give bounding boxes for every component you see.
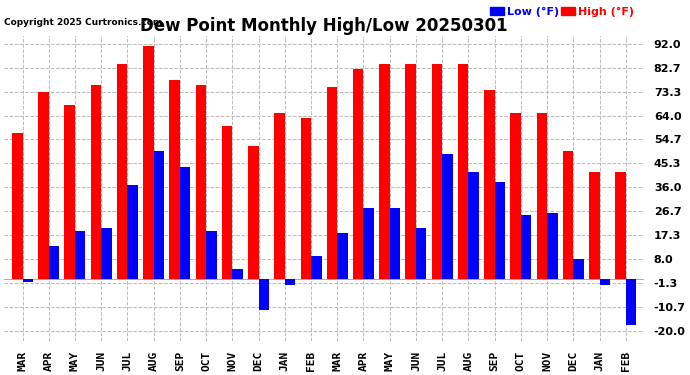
Bar: [626, 279, 636, 326]
Bar: [573, 259, 584, 279]
Bar: [90, 85, 101, 279]
Bar: [12, 134, 23, 279]
Bar: [117, 64, 128, 279]
Bar: [469, 172, 479, 279]
Bar: [311, 256, 322, 279]
Bar: [275, 113, 285, 279]
Bar: [206, 231, 217, 279]
Bar: [589, 172, 600, 279]
Bar: [537, 113, 547, 279]
Text: Copyright 2025 Curtronics.com: Copyright 2025 Curtronics.com: [4, 18, 162, 27]
Bar: [364, 208, 374, 279]
Bar: [285, 279, 295, 285]
Bar: [327, 87, 337, 279]
Bar: [64, 105, 75, 279]
Bar: [101, 228, 112, 279]
Bar: [615, 172, 626, 279]
Bar: [432, 64, 442, 279]
Bar: [511, 113, 521, 279]
Bar: [233, 269, 243, 279]
Bar: [600, 279, 610, 285]
Bar: [248, 146, 259, 279]
Bar: [416, 228, 426, 279]
Bar: [484, 90, 495, 279]
Bar: [38, 93, 49, 279]
Bar: [458, 64, 469, 279]
Bar: [495, 182, 505, 279]
Bar: [170, 80, 180, 279]
Bar: [23, 279, 33, 282]
Bar: [563, 152, 573, 279]
Bar: [75, 231, 86, 279]
Bar: [406, 64, 416, 279]
Title: Dew Point Monthly High/Low 20250301: Dew Point Monthly High/Low 20250301: [140, 16, 508, 34]
Bar: [353, 69, 364, 279]
Bar: [521, 215, 531, 279]
Bar: [143, 46, 154, 279]
Bar: [442, 154, 453, 279]
Bar: [547, 213, 558, 279]
Bar: [154, 152, 164, 279]
Bar: [128, 184, 138, 279]
Bar: [196, 85, 206, 279]
Bar: [337, 233, 348, 279]
Bar: [222, 126, 233, 279]
Bar: [380, 64, 390, 279]
Bar: [301, 118, 311, 279]
Bar: [259, 279, 269, 310]
Legend: Low (°F), High (°F): Low (°F), High (°F): [486, 2, 638, 21]
Bar: [390, 208, 400, 279]
Bar: [180, 167, 190, 279]
Bar: [49, 246, 59, 279]
